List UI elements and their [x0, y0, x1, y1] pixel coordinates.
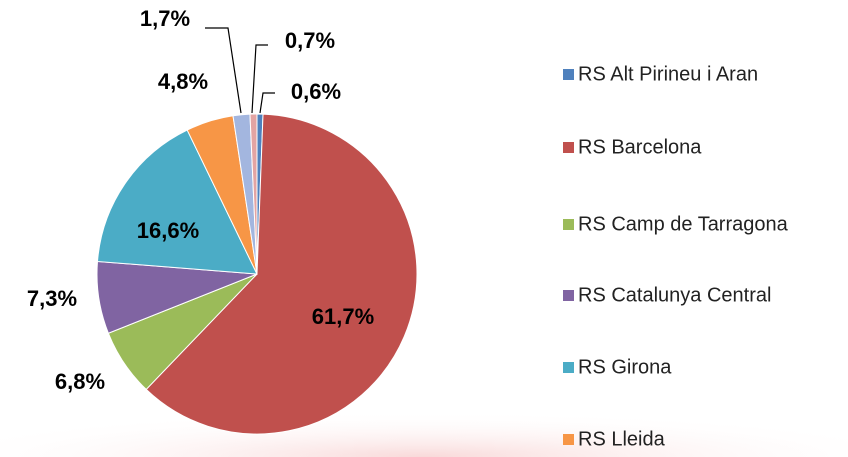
data-label: 0,6%: [291, 79, 341, 104]
data-label: 16,6%: [137, 218, 199, 243]
pie-slice: [96, 129, 258, 275]
data-label: 4,8%: [158, 69, 208, 94]
legend-label: RS Alt Pirineu i Aran: [578, 63, 758, 85]
leader-line: [259, 92, 275, 114]
leader-line: [205, 27, 242, 114]
pie-slice: [145, 113, 418, 435]
legend-swatch: [563, 290, 574, 301]
legend-label: RS Lleida: [578, 428, 666, 450]
legend-swatch: [563, 219, 574, 230]
legend-swatch: [563, 142, 574, 153]
legend-label: RS Barcelona: [578, 136, 702, 158]
data-label: 61,7%: [312, 304, 374, 329]
data-label: 1,7%: [140, 6, 190, 31]
data-label: 7,3%: [27, 286, 77, 311]
leader-line: [251, 44, 268, 114]
legend-label: RS Girona: [578, 356, 672, 378]
legend-swatch: [563, 362, 574, 373]
legend-swatch: [563, 69, 574, 80]
data-label: 6,8%: [55, 369, 105, 394]
legend-label: RS Camp de Tarragona: [578, 213, 789, 235]
pie-slice: [249, 113, 258, 275]
legend-swatch: [563, 434, 574, 445]
legend-label: RS Catalunya Central: [578, 284, 771, 306]
data-label: 0,7%: [285, 28, 335, 53]
background-glow: [0, 380, 848, 457]
